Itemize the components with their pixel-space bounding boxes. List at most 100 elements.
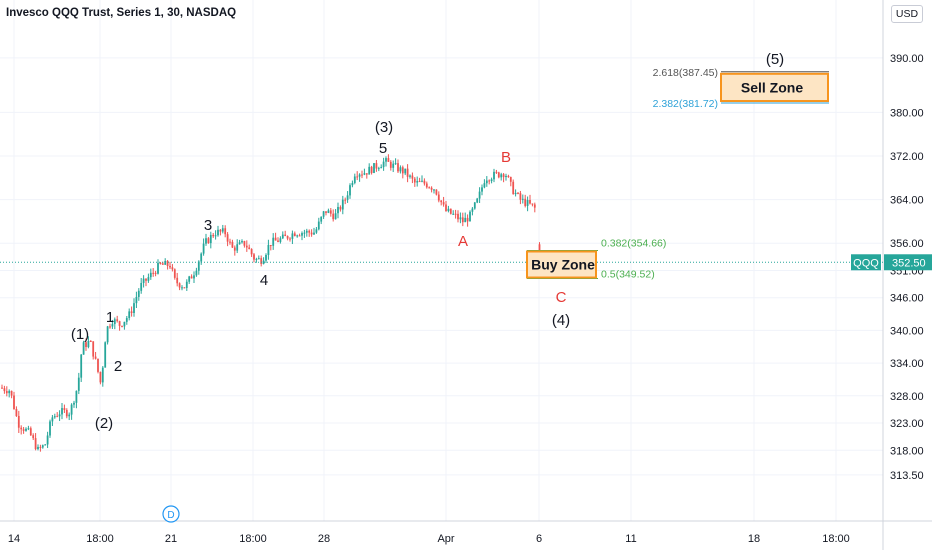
candle-body (411, 175, 414, 179)
symbol-badge-label: QQQ (853, 257, 879, 269)
candle-body (483, 183, 486, 188)
candle-body (183, 287, 186, 289)
currency-button[interactable]: USD (891, 5, 923, 23)
candle-body (533, 204, 536, 208)
candle-body (262, 260, 265, 264)
candle-body (418, 181, 421, 183)
candle-body (433, 189, 435, 191)
candle-body (394, 163, 397, 165)
candle-body (481, 187, 483, 192)
candle-body (471, 208, 474, 212)
candle-body (190, 276, 193, 279)
sell-zone-label: Sell Zone (741, 79, 803, 95)
candle-body (130, 311, 133, 314)
price-tick-label: 346.00 (890, 293, 924, 305)
candle-body (500, 174, 503, 178)
candle-body (399, 167, 402, 172)
candle-body (291, 233, 294, 239)
candle-body (322, 211, 325, 217)
candle-body (337, 206, 339, 214)
sell-zone-box (720, 72, 829, 103)
candle-body (135, 296, 138, 304)
candle-body (149, 272, 152, 278)
candle-body (313, 232, 315, 235)
candle-body (442, 202, 445, 205)
candle-body (375, 163, 378, 169)
wave-label: (5) (766, 51, 784, 68)
wave-label: (1) (71, 326, 89, 343)
candle-body (301, 233, 303, 236)
candle-body (113, 319, 116, 325)
candle-body (65, 409, 68, 417)
time-tick-label: 14 (8, 533, 20, 545)
candle-body (517, 192, 519, 194)
candle-body (118, 321, 121, 326)
candle-body (325, 211, 327, 213)
candle-body (5, 391, 8, 394)
candle-body (82, 342, 85, 355)
candle-body (133, 303, 135, 314)
price-tick-label: 372.00 (890, 151, 924, 163)
candle-body (490, 179, 493, 181)
candle-body (34, 438, 37, 450)
candle-body (41, 445, 44, 448)
wave-label: (2) (95, 415, 113, 432)
candle-body (200, 253, 203, 262)
candle-body (497, 172, 500, 178)
candle-body (346, 195, 349, 200)
candle-body (413, 178, 416, 183)
candle-body (243, 241, 246, 246)
candle-body (209, 234, 212, 244)
candle-body (404, 168, 407, 174)
time-tick-label: 11 (625, 533, 636, 545)
candle-body (351, 182, 354, 186)
candle-body (171, 267, 174, 270)
time-tick-label: Apr (437, 533, 454, 545)
candle-body (377, 168, 380, 170)
event-marker-label: D (167, 510, 174, 521)
candle-body (128, 311, 131, 319)
candle-body (80, 354, 83, 378)
candle-body (176, 277, 179, 284)
candle-body (157, 262, 159, 274)
wave-label: B (501, 149, 511, 166)
candle-body (27, 428, 30, 430)
wave-label: (3) (375, 119, 393, 136)
candle-body (406, 168, 409, 177)
candle-body (389, 161, 392, 168)
candle-body (1, 387, 3, 389)
time-tick-label: 18:00 (239, 533, 267, 545)
candle-body (125, 318, 128, 322)
candle-body (111, 324, 114, 327)
candle-body (356, 176, 359, 178)
candle-body (205, 238, 207, 244)
candle-body (181, 287, 183, 289)
candle-body (425, 183, 428, 188)
candle-body (214, 235, 217, 237)
candle-body (61, 408, 63, 415)
candle-body (397, 163, 399, 172)
chart-title: Invesco QQQ Trust, Series 1, 30, NASDAQ (6, 7, 237, 19)
candle-body (142, 278, 145, 283)
candle-body (373, 163, 375, 173)
candle-body (478, 191, 481, 199)
candle-body (166, 260, 169, 266)
candle-body (217, 229, 219, 236)
candle-body (97, 358, 99, 372)
candle-body (505, 175, 507, 178)
candle-body (236, 244, 239, 251)
candle-body (308, 230, 311, 233)
candle-body (473, 202, 476, 209)
candle-body (253, 254, 255, 260)
candle-body (51, 417, 54, 422)
candle-body (238, 242, 241, 245)
candle-body (303, 232, 306, 234)
candle-body (305, 230, 308, 233)
candle-body (281, 234, 284, 239)
price-tick-label: 313.50 (890, 470, 924, 482)
candle-body (421, 180, 423, 182)
candle-body (445, 204, 447, 212)
candle-body (329, 210, 332, 214)
